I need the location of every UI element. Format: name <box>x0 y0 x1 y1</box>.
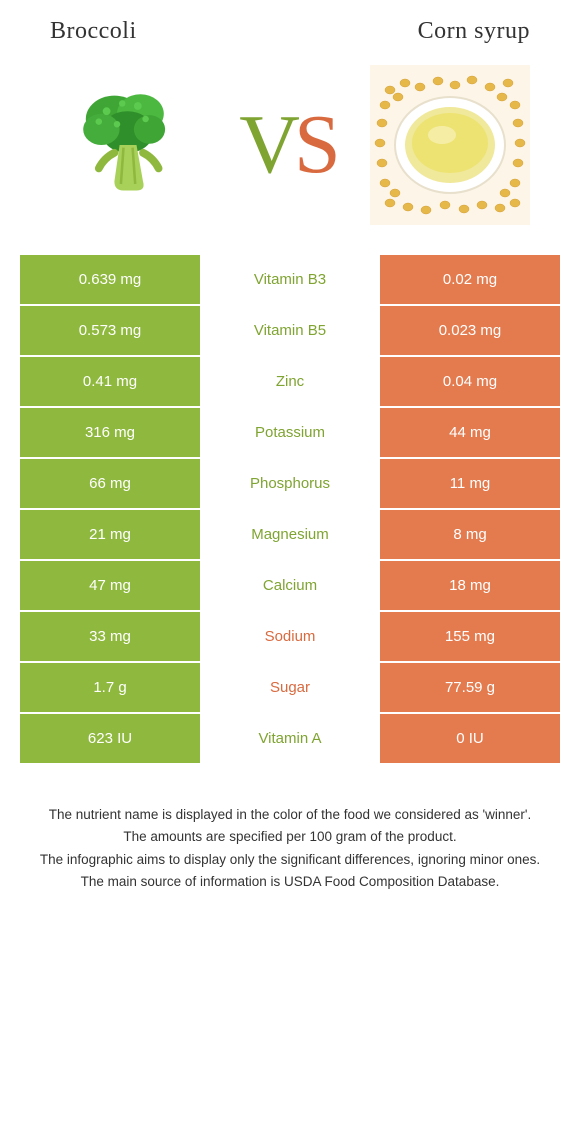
nutrient-table: 0.639 mgVitamin B30.02 mg0.573 mgVitamin… <box>0 255 580 763</box>
vs-label: VS <box>239 103 340 187</box>
nutrient-label: Phosphorus <box>200 459 380 508</box>
nutrient-label: Calcium <box>200 561 380 610</box>
nutrient-label: Potassium <box>200 408 380 457</box>
nutrient-row: 47 mgCalcium18 mg <box>20 561 560 610</box>
footer-line: The infographic aims to display only the… <box>20 850 560 870</box>
footer-line: The amounts are specified per 100 gram o… <box>20 827 560 847</box>
left-value: 47 mg <box>20 561 200 610</box>
right-value: 18 mg <box>380 561 560 610</box>
nutrient-label: Vitamin B3 <box>200 255 380 304</box>
nutrient-row: 33 mgSodium155 mg <box>20 612 560 661</box>
right-value: 0.04 mg <box>380 357 560 406</box>
footer-notes: The nutrient name is displayed in the co… <box>0 765 580 924</box>
right-value: 11 mg <box>380 459 560 508</box>
right-food-image <box>370 65 530 225</box>
nutrient-row: 316 mgPotassium44 mg <box>20 408 560 457</box>
nutrient-row: 66 mgPhosphorus11 mg <box>20 459 560 508</box>
right-value: 0.02 mg <box>380 255 560 304</box>
nutrient-row: 623 IUVitamin A0 IU <box>20 714 560 763</box>
left-value: 33 mg <box>20 612 200 661</box>
footer-line: The main source of information is USDA F… <box>20 872 560 892</box>
vs-s: S <box>294 103 341 187</box>
nutrient-label: Sodium <box>200 612 380 661</box>
vs-v: V <box>239 103 300 187</box>
nutrient-label: Vitamin A <box>200 714 380 763</box>
right-value: 155 mg <box>380 612 560 661</box>
left-food-title: Broccoli <box>50 18 137 45</box>
left-value: 0.639 mg <box>20 255 200 304</box>
right-value: 77.59 g <box>380 663 560 712</box>
left-value: 1.7 g <box>20 663 200 712</box>
nutrient-label: Sugar <box>200 663 380 712</box>
right-value: 8 mg <box>380 510 560 559</box>
header: Broccoli Corn syrup <box>0 0 580 45</box>
left-value: 623 IU <box>20 714 200 763</box>
left-value: 316 mg <box>20 408 200 457</box>
right-value: 44 mg <box>380 408 560 457</box>
right-food-title: Corn syrup <box>418 18 530 45</box>
left-value: 21 mg <box>20 510 200 559</box>
corn-syrup-icon <box>370 65 530 225</box>
nutrient-label: Zinc <box>200 357 380 406</box>
nutrient-row: 0.573 mgVitamin B50.023 mg <box>20 306 560 355</box>
nutrient-row: 21 mgMagnesium8 mg <box>20 510 560 559</box>
nutrient-row: 0.639 mgVitamin B30.02 mg <box>20 255 560 304</box>
left-value: 0.41 mg <box>20 357 200 406</box>
nutrient-label: Vitamin B5 <box>200 306 380 355</box>
hero-row: VS <box>0 45 580 255</box>
nutrient-row: 0.41 mgZinc0.04 mg <box>20 357 560 406</box>
nutrient-label: Magnesium <box>200 510 380 559</box>
infographic-container: Broccoli Corn syrup <box>0 0 580 924</box>
footer-line: The nutrient name is displayed in the co… <box>20 805 560 825</box>
left-value: 0.573 mg <box>20 306 200 355</box>
nutrient-row: 1.7 gSugar77.59 g <box>20 663 560 712</box>
broccoli-icon <box>65 80 195 210</box>
left-value: 66 mg <box>20 459 200 508</box>
right-value: 0.023 mg <box>380 306 560 355</box>
left-food-image <box>50 65 210 225</box>
right-value: 0 IU <box>380 714 560 763</box>
